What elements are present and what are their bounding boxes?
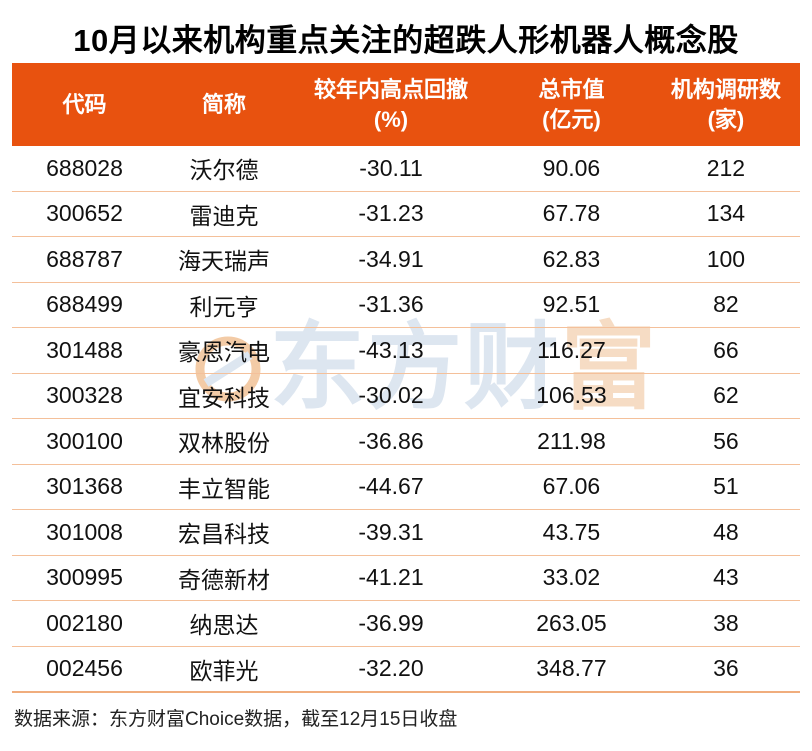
column-header-label: 代码 [62,91,107,117]
cell-stock-name: 宏昌科技 [177,521,270,548]
cell-stock-code: 300328 [46,382,123,409]
cell-stock-name: 豪恩汽电 [177,339,270,366]
column-header-research-count: 机构调研数 (家) [652,75,800,134]
cell-drawdown-pct: -36.86 [358,427,424,454]
cell-drawdown-pct: -30.02 [358,382,424,409]
table-body: 688028 沃尔德 -30.11 90.06 212 300652 雷迪克 -… [12,146,800,693]
cell-market-cap: 263.05 [536,609,607,636]
table-header-row: 代码 简称 较年内高点回撤 (%) 总市值 (亿元) 机构调研数 (家) [12,63,800,146]
cell-market-cap: 43.75 [542,518,601,545]
cell-drawdown-pct: -39.31 [358,518,424,545]
cell-drawdown-pct: -31.23 [358,200,424,227]
table-row: 300100 双林股份 -36.86 211.98 56 [12,419,800,465]
cell-market-cap: 116.27 [537,336,606,363]
column-header-label: 总市值 [538,76,605,102]
cell-stock-code: 002180 [46,609,123,636]
cell-stock-name: 双林股份 [177,430,270,457]
table-row: 002456 欧菲光 -32.20 348.77 36 [12,647,800,693]
cell-market-cap: 33.02 [542,564,601,591]
table-row: 300328 宜安科技 -30.02 106.53 62 [12,374,800,419]
cell-drawdown-pct: -43.13 [358,336,424,363]
table-row: 300652 雷迪克 -31.23 67.78 134 [12,192,800,237]
cell-drawdown-pct: -36.99 [358,609,424,636]
cell-stock-code: 688787 [46,245,123,272]
cell-market-cap: 92.51 [542,291,601,318]
cell-stock-code: 301368 [46,473,123,500]
column-header-unit: (亿元) [542,106,601,132]
page-title: 10月以来机构重点关注的超跌人形机器人概念股 [73,23,739,58]
cell-stock-code: 301008 [46,518,123,545]
cell-drawdown-pct: -41.21 [358,564,424,591]
cell-stock-name: 雷迪克 [189,202,259,229]
cell-stock-code: 300100 [46,427,123,454]
cell-research-count: 48 [713,518,739,545]
cell-stock-code: 301488 [46,336,123,363]
cell-market-cap: 348.77 [536,655,607,682]
cell-research-count: 62 [713,382,739,409]
cell-stock-code: 002456 [46,655,123,682]
column-header-label: 较年内高点回撤 [314,76,469,102]
table-row: 688787 海天瑞声 -34.91 62.83 100 [12,237,800,283]
cell-research-count: 51 [713,473,739,500]
cell-research-count: 212 [706,154,746,181]
cell-research-count: 38 [713,609,739,636]
cell-drawdown-pct: -31.36 [358,291,424,318]
cell-drawdown-pct: -30.11 [359,154,423,181]
column-header-label: 简称 [201,91,246,117]
table-row: 688499 利元亨 -31.36 92.51 82 [12,283,800,328]
cell-stock-name: 欧菲光 [189,657,259,684]
data-source-note: 数据来源：东方财富Choice数据，截至12月15日收盘 [14,709,458,730]
cell-stock-name: 奇德新材 [177,566,270,593]
cell-stock-name: 宜安科技 [177,384,270,411]
cell-stock-code: 688499 [46,291,123,318]
column-header-drawdown: 较年内高点回撤 (%) [291,75,491,134]
cell-market-cap: 106.53 [536,382,607,409]
column-header-label: 机构调研数 [670,76,781,102]
column-header-unit: (%) [373,106,409,132]
cell-research-count: 134 [706,200,746,227]
cell-market-cap: 90.06 [542,154,601,181]
column-header-code: 代码 [12,90,157,120]
cell-research-count: 56 [713,427,739,454]
cell-research-count: 43 [713,564,739,591]
column-header-marketcap: 总市值 (亿元) [491,75,652,134]
cell-drawdown-pct: -32.20 [358,655,424,682]
cell-drawdown-pct: -34.91 [358,245,424,272]
column-header-unit: (家) [707,106,745,132]
cell-stock-name: 海天瑞声 [177,248,270,275]
cell-market-cap: 67.06 [542,473,601,500]
table-row: 300995 奇德新材 -41.21 33.02 43 [12,556,800,601]
cell-stock-name: 纳思达 [189,612,259,639]
cell-stock-name: 沃尔德 [189,157,259,184]
table-row: 301368 丰立智能 -44.67 67.06 51 [12,465,800,510]
cell-stock-code: 300652 [46,200,123,227]
cell-research-count: 100 [706,245,746,272]
table-row: 688028 沃尔德 -30.11 90.06 212 [12,146,800,192]
cell-research-count: 36 [713,655,739,682]
cell-research-count: 66 [713,336,739,363]
table-row: 301008 宏昌科技 -39.31 43.75 48 [12,510,800,556]
table-row: 002180 纳思达 -36.99 263.05 38 [12,601,800,647]
cell-stock-name: 利元亨 [189,293,259,320]
cell-stock-name: 丰立智能 [177,475,270,502]
cell-stock-code: 300995 [46,564,123,591]
table-row: 301488 豪恩汽电 -43.13 116.27 66 [12,328,800,374]
cell-drawdown-pct: -44.67 [358,473,424,500]
stock-table: 东方财 富 代码 简称 较年内高点回撤 (%) 总市值 (亿元) 机构调研数 (… [12,63,800,693]
cell-research-count: 82 [713,291,739,318]
cell-stock-code: 688028 [46,154,123,181]
cell-market-cap: 211.98 [537,427,606,454]
cell-market-cap: 67.78 [542,200,601,227]
cell-market-cap: 62.83 [542,245,601,272]
column-header-name: 简称 [157,90,291,120]
